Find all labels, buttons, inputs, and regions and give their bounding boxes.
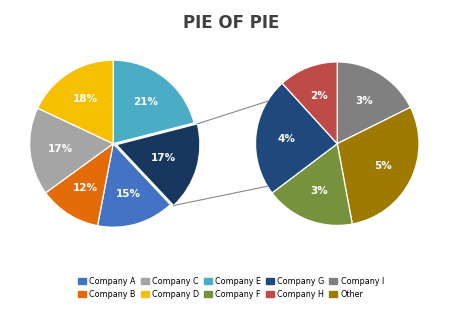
Text: 3%: 3% <box>310 186 328 196</box>
Wedge shape <box>30 108 113 193</box>
Wedge shape <box>282 62 337 144</box>
Text: 18%: 18% <box>73 94 97 104</box>
Wedge shape <box>97 144 170 227</box>
Wedge shape <box>272 144 353 226</box>
Text: 4%: 4% <box>278 134 296 144</box>
Text: 21%: 21% <box>133 97 158 107</box>
Wedge shape <box>37 60 113 144</box>
Wedge shape <box>337 107 419 224</box>
Text: 12%: 12% <box>73 183 97 193</box>
Wedge shape <box>116 124 200 205</box>
Wedge shape <box>255 83 337 193</box>
Wedge shape <box>337 62 410 144</box>
Text: 17%: 17% <box>151 153 176 163</box>
Wedge shape <box>46 144 113 226</box>
Text: 3%: 3% <box>355 95 373 106</box>
Text: 15%: 15% <box>116 189 140 199</box>
Text: 17%: 17% <box>48 144 73 154</box>
Legend: Company A, Company B, Company C, Company D, Company E, Company F, Company G, Com: Company A, Company B, Company C, Company… <box>75 273 387 302</box>
Text: 2%: 2% <box>310 91 328 101</box>
Text: 5%: 5% <box>374 161 391 171</box>
Wedge shape <box>113 60 194 144</box>
Text: PIE OF PIE: PIE OF PIE <box>183 14 279 32</box>
